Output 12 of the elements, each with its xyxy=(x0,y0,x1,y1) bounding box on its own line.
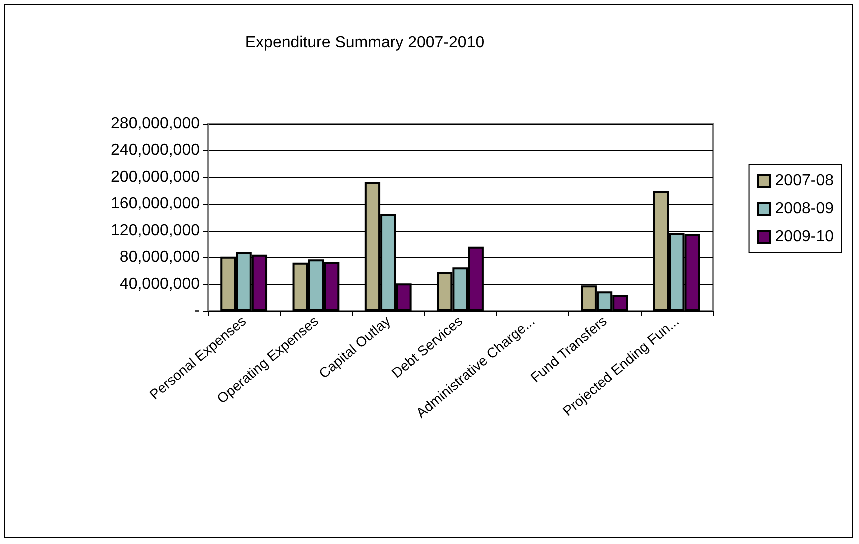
legend-label: 2007-08 xyxy=(775,172,834,190)
y-tick-label: 40,000,000 xyxy=(120,276,200,293)
y-tick-label: 120,000,000 xyxy=(111,222,200,240)
y-tick-label: 200,000,000 xyxy=(111,168,200,186)
y-tick-label: - xyxy=(194,302,200,320)
legend-label: 2008-09 xyxy=(775,200,834,218)
legend-label: 2009-10 xyxy=(775,228,834,246)
y-tick-label: 280,000,000 xyxy=(111,116,200,132)
y-tick-label: 240,000,000 xyxy=(111,142,200,160)
y-tick-label: 80,000,000 xyxy=(120,249,200,266)
y-tick-label: 160,000,000 xyxy=(111,196,200,213)
chart-title: Expenditure Summary 2007-2010 xyxy=(245,34,485,52)
